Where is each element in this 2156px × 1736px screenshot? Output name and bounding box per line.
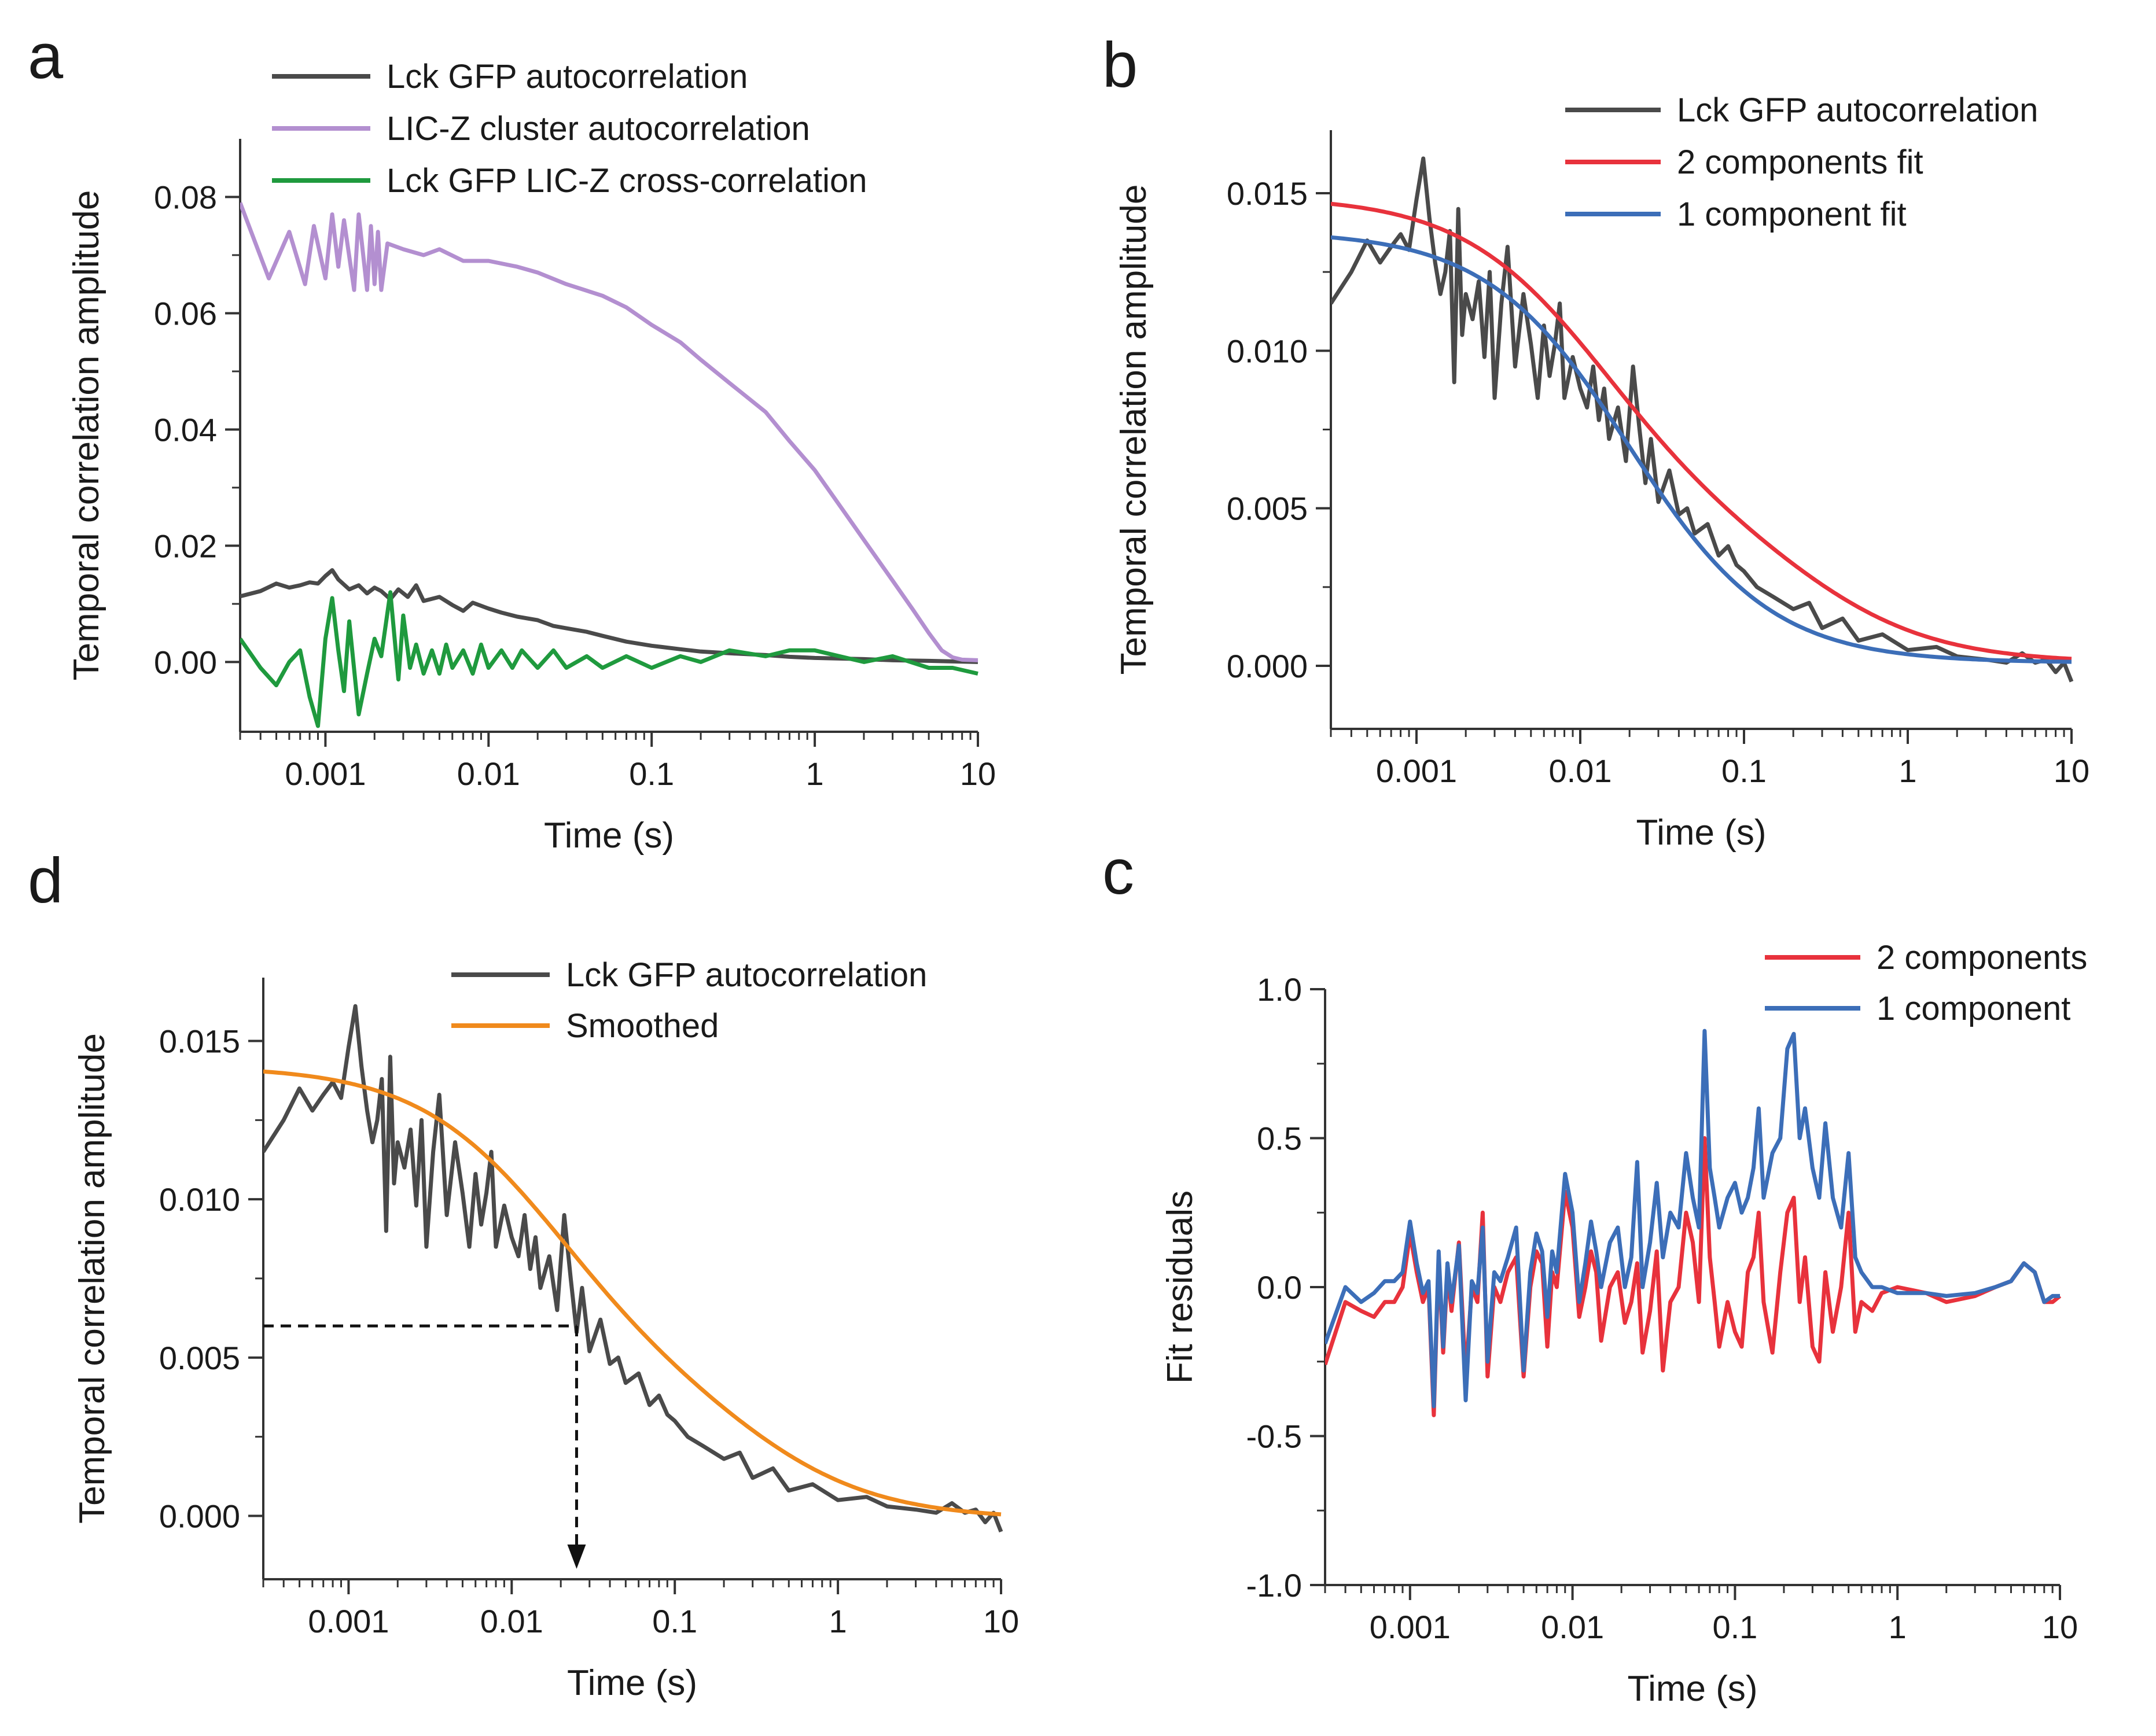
x-axis-title: Time (s)	[1636, 813, 1767, 853]
series-line-gray	[1331, 156, 2074, 683]
legend-label: Smoothed	[566, 1007, 719, 1045]
legend-label: 1 component	[1877, 990, 2070, 1027]
x-tick-label: 1	[1899, 753, 1916, 789]
legend-label: Lck GFP autocorrelation	[566, 956, 927, 994]
x-tick-label: 0.01	[457, 755, 520, 792]
y-tick-label: 0.015	[159, 1023, 240, 1059]
x-tick-label: 1	[1889, 1609, 1907, 1645]
panel-letter-a: a	[28, 21, 64, 92]
x-tick-label: 0.01	[480, 1603, 543, 1639]
x-tick-label: 10	[2054, 753, 2089, 789]
y-tick-label: 0.00	[154, 644, 217, 680]
legend-label: 2 components	[1877, 939, 2087, 976]
x-axis-title: Time (s)	[544, 816, 674, 856]
y-tick-label: 0.005	[1227, 491, 1308, 527]
legend-label: Lck GFP LIC-Z cross-correlation	[387, 162, 867, 200]
series-line-orange	[263, 1069, 1002, 1517]
x-tick-label: 10	[2042, 1609, 2078, 1645]
x-tick-label: 0.1	[1721, 753, 1767, 789]
y-tick-label: -1.0	[1246, 1567, 1303, 1604]
x-tick-label: 10	[983, 1603, 1019, 1639]
legend-label: LIC-Z cluster autocorrelation	[387, 110, 810, 148]
x-axis-title: Time (s)	[567, 1663, 697, 1703]
y-tick-label: 0.010	[1227, 333, 1308, 369]
series-line-gray	[263, 1004, 1003, 1533]
series-line-purple	[240, 202, 978, 662]
y-tick-label: 0.06	[154, 295, 217, 331]
x-tick-label: 1	[806, 755, 824, 792]
x-tick-label: 0.001	[285, 755, 366, 792]
legend-label: 2 components fit	[1677, 143, 1923, 181]
y-axis-title: Temporal correlation amplitude	[1114, 185, 1154, 675]
y-axis-title: Temporal correlation amplitude	[67, 190, 106, 681]
legend-label: Lck GFP autocorrelation	[1677, 91, 2038, 129]
panel-b: b 0.001 0.01 0.1 1 10 0.000 0.005 0.010 0.015 Time…	[1102, 30, 2089, 853]
series-line-red	[1331, 201, 2072, 661]
series-line-blue	[1331, 235, 2072, 664]
x-tick-label: 0.01	[1548, 753, 1612, 789]
y-tick-label: 0.5	[1257, 1121, 1302, 1157]
y-tick-label: 0.04	[154, 411, 217, 448]
x-tick-label: 1	[829, 1603, 847, 1639]
x-tick-label: 0.1	[1712, 1609, 1757, 1645]
legend-label: 1 component fit	[1677, 196, 1907, 233]
panel-c: c 0.001 0.01 0.1 1 10 -1.0 -0.5 0.0 0.5 1.0 Time (s…	[1102, 836, 2087, 1709]
y-axis-title: Temporal correlation amplitude	[72, 1033, 112, 1524]
y-tick-label: 0.02	[154, 528, 217, 564]
panel-d: d 0.001 0.01 0.1 1 10 0.000 0.005 0.010 0.015 Time…	[28, 845, 1019, 1703]
y-tick-label: 0.015	[1227, 175, 1308, 212]
x-tick-label: 10	[960, 755, 996, 792]
x-axis-title: Time (s)	[1628, 1669, 1758, 1709]
y-tick-label: 0.010	[159, 1181, 240, 1218]
x-tick-label: 0.01	[1541, 1609, 1604, 1645]
x-tick-label: 0.1	[629, 755, 674, 792]
panel-letter-d: d	[28, 845, 63, 916]
guide-arrowhead	[567, 1545, 586, 1569]
y-axis-title: Fit residuals	[1160, 1190, 1200, 1384]
legend-label: Lck GFP autocorrelation	[387, 58, 748, 95]
panel-letter-c: c	[1102, 836, 1134, 908]
x-tick-label: 0.001	[308, 1603, 389, 1639]
y-tick-label: 0.000	[1227, 648, 1308, 684]
y-tick-label: -0.5	[1246, 1418, 1303, 1455]
series-line-blue	[1325, 1029, 2060, 1409]
y-tick-label: 0.005	[159, 1340, 240, 1376]
y-tick-label: 0.000	[159, 1498, 240, 1535]
x-tick-label: 0.1	[652, 1603, 697, 1639]
x-tick-label: 0.001	[1370, 1609, 1451, 1645]
y-tick-label: 1.0	[1257, 971, 1302, 1008]
y-tick-label: 0.0	[1257, 1269, 1302, 1306]
panel-a: a 0.001 0.01 0.1 1 10 0.00 0.02 0.04 0.06 0.08 Time…	[28, 21, 996, 856]
panel-letter-b: b	[1102, 30, 1138, 101]
y-tick-label: 0.08	[154, 179, 217, 215]
series-line-green	[240, 590, 978, 728]
x-tick-label: 0.001	[1376, 753, 1457, 789]
